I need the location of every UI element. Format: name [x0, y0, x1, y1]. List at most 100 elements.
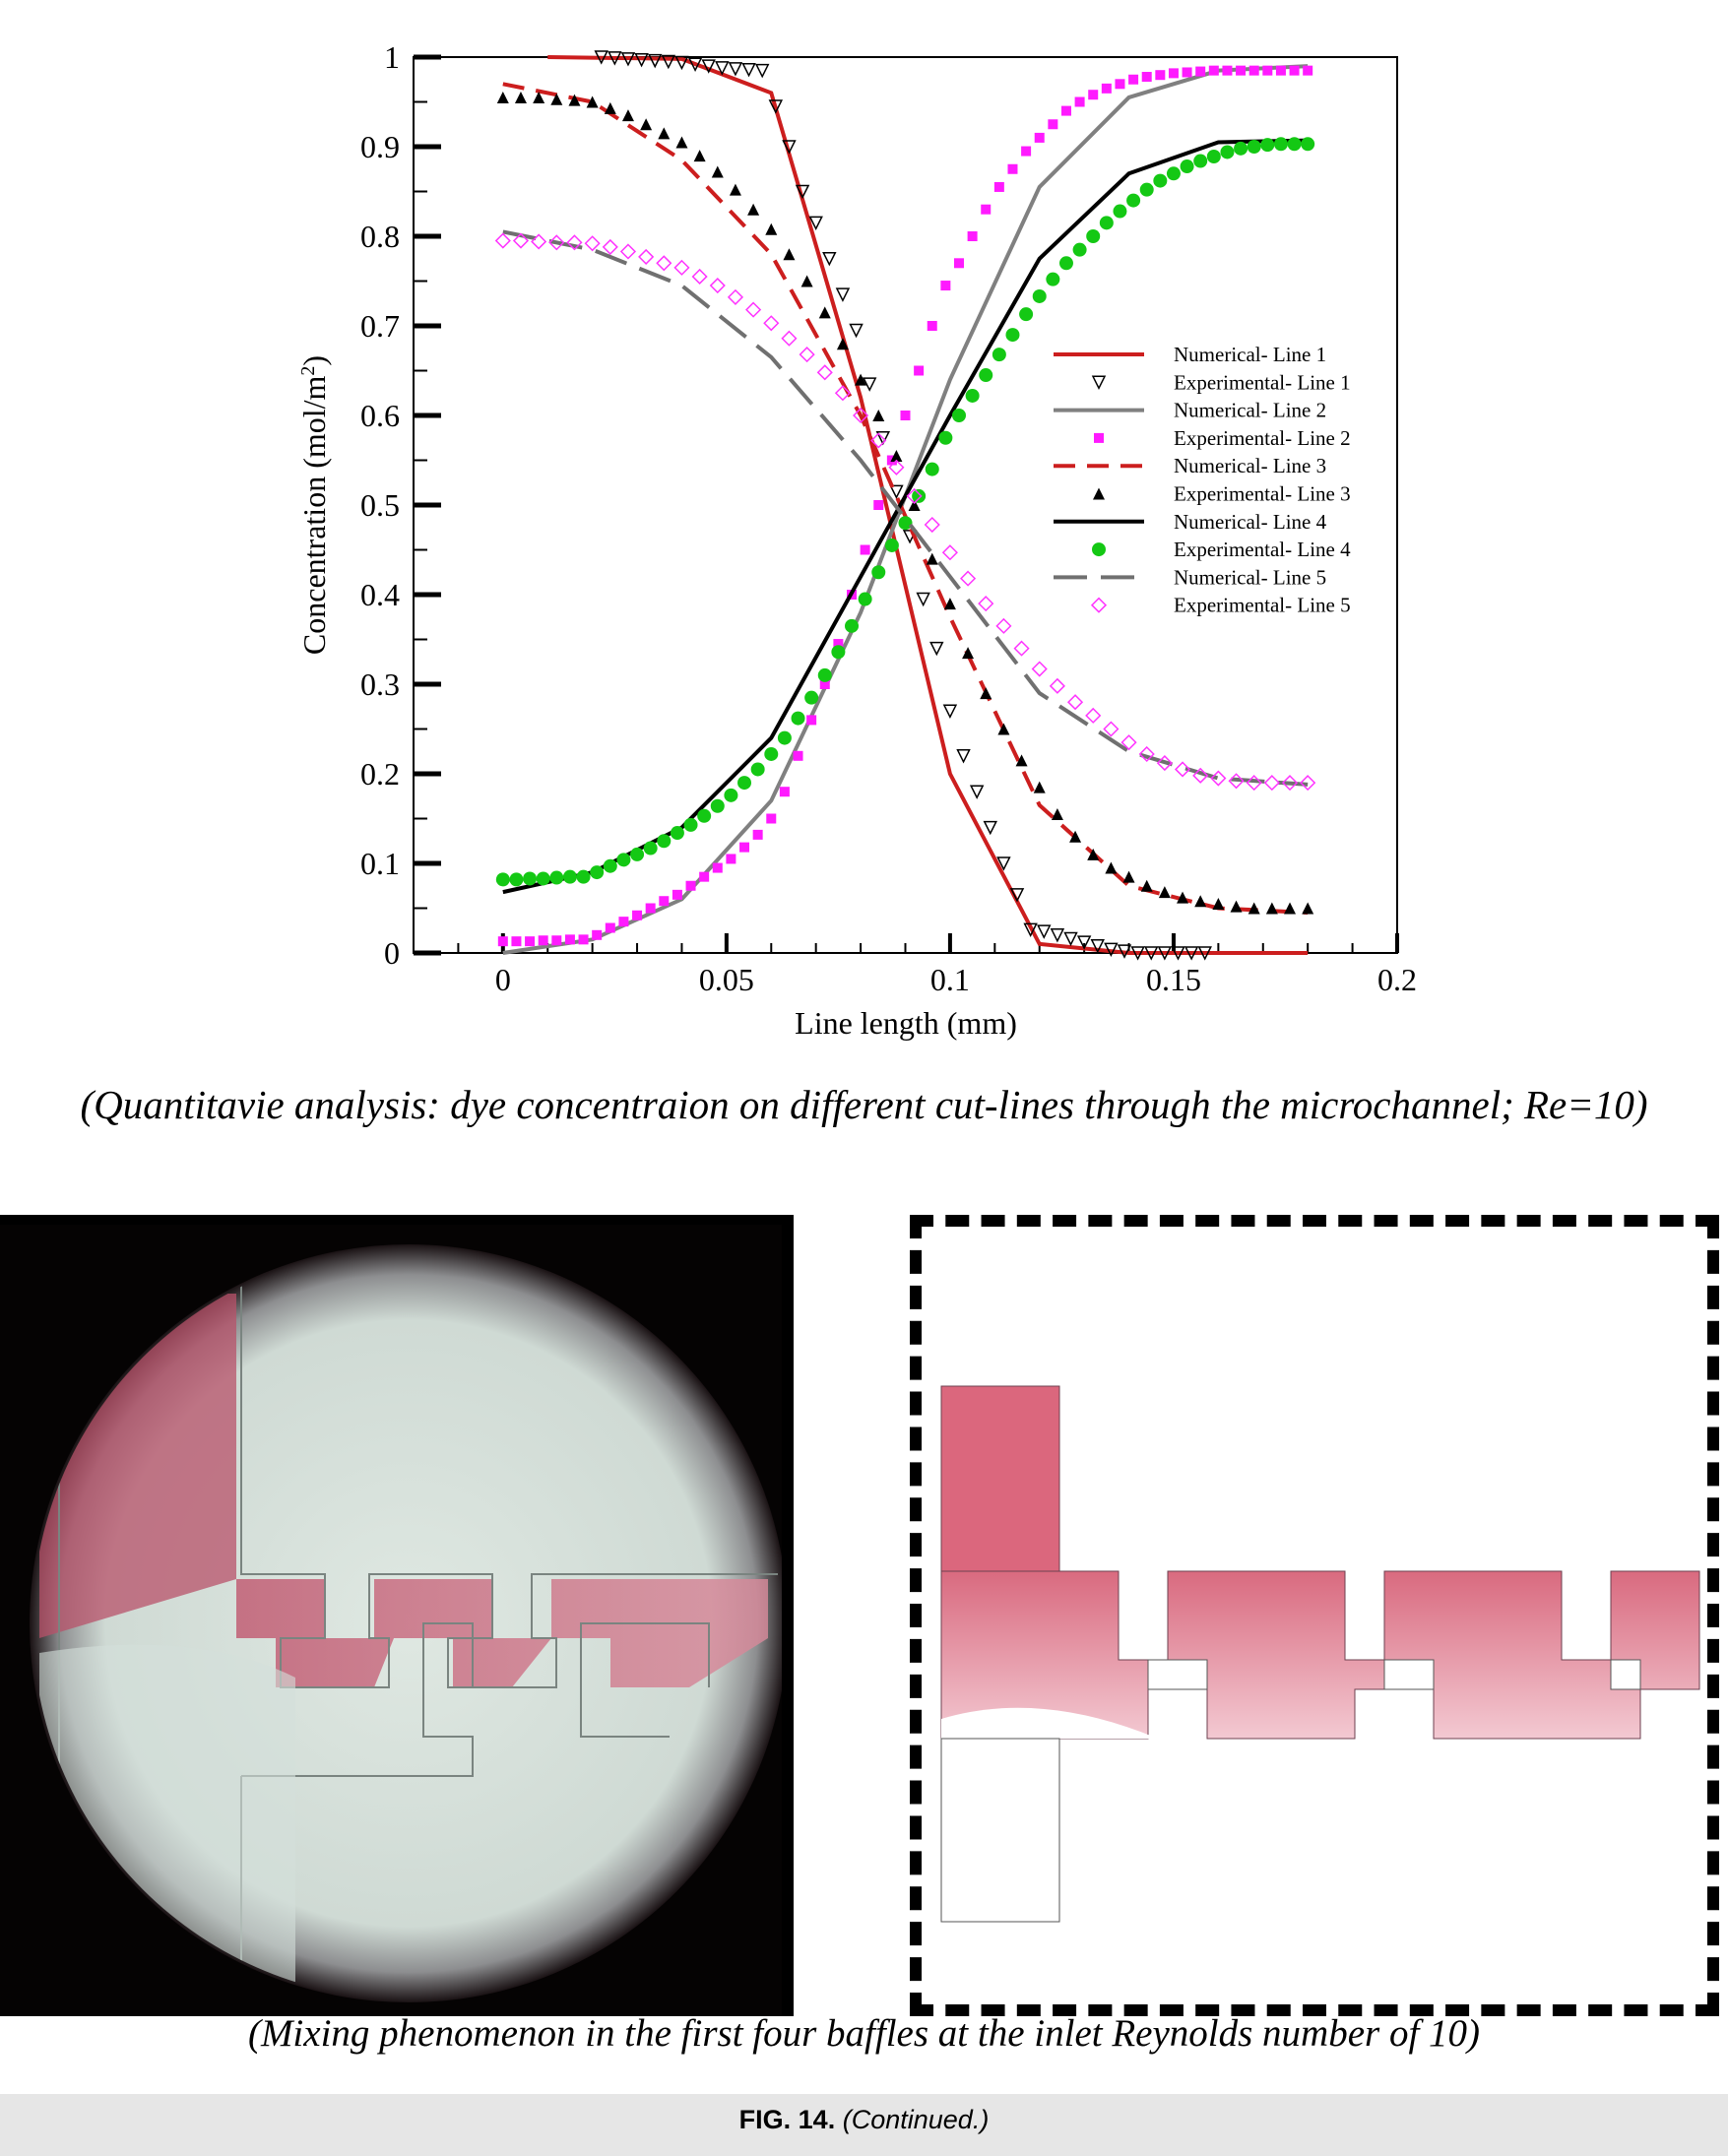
- legend-label: Experimental- Line 4: [1174, 538, 1351, 561]
- data-point: [996, 856, 1011, 871]
- data-point: [747, 203, 760, 216]
- data-point: [1302, 902, 1314, 915]
- legend-label: Numerical- Line 3: [1174, 454, 1326, 477]
- legend-label: Experimental- Line 2: [1174, 426, 1351, 450]
- data-point: [871, 565, 886, 580]
- data-point: [549, 870, 564, 885]
- data-point: [656, 255, 672, 272]
- data-point: [586, 95, 599, 108]
- data-point: [1193, 154, 1208, 168]
- data-point: [1139, 182, 1154, 197]
- data-point: [849, 323, 864, 339]
- data-point: [538, 935, 548, 946]
- y-tick-label: 0.9: [360, 129, 400, 164]
- y-tick-label: 0.5: [360, 487, 400, 523]
- data-point: [816, 364, 833, 381]
- data-point: [1180, 159, 1194, 174]
- data-point: [1050, 928, 1065, 943]
- data-point: [619, 243, 637, 260]
- data-point: [1281, 775, 1299, 792]
- data-point: [603, 858, 617, 873]
- data-point: [592, 929, 603, 940]
- legend-label: Numerical- Line 1: [1174, 343, 1326, 366]
- data-point: [514, 91, 527, 103]
- data-point: [1260, 138, 1275, 153]
- data-point: [739, 842, 750, 853]
- data-point: [1101, 83, 1112, 94]
- data-point: [806, 715, 817, 726]
- data-point: [924, 516, 940, 534]
- data-point: [969, 785, 985, 799]
- data-point: [568, 94, 581, 106]
- data-point: [1234, 141, 1248, 156]
- data-point: [604, 101, 616, 114]
- y-tick-label: 0.4: [360, 577, 400, 612]
- data-point: [1248, 902, 1260, 915]
- experimental-mixing-photo: [0, 1215, 794, 2016]
- data-point: [1063, 931, 1078, 947]
- data-point: [710, 798, 725, 813]
- data-point: [659, 896, 670, 907]
- data-point: [701, 59, 716, 74]
- data-point: [1230, 900, 1243, 913]
- data-point: [495, 872, 510, 887]
- data-point: [1126, 193, 1141, 208]
- data-point: [1263, 775, 1280, 792]
- data-point: [783, 248, 796, 261]
- data-point: [1184, 946, 1199, 961]
- data-point: [531, 233, 547, 250]
- data-point: [1090, 938, 1105, 954]
- data-point: [960, 570, 977, 587]
- legend-item: Numerical- Line 1: [1054, 343, 1326, 366]
- legend-item: Numerical- Line 3: [1054, 454, 1326, 477]
- data-point: [509, 872, 524, 887]
- data-point: [634, 52, 649, 68]
- data-point: [670, 826, 684, 841]
- data-point: [673, 259, 690, 276]
- data-point: [927, 321, 937, 331]
- data-point: [602, 238, 618, 255]
- data-point: [791, 711, 805, 726]
- data-point: [962, 647, 975, 660]
- data-point: [965, 388, 980, 403]
- x-tick-label: 0: [495, 962, 511, 997]
- data-point: [872, 410, 885, 421]
- data-point: [1013, 640, 1030, 657]
- x-tick-label: 0.2: [1377, 962, 1417, 997]
- data-point: [724, 788, 738, 802]
- data-point: [1009, 888, 1025, 903]
- data-point: [712, 862, 723, 873]
- legend-item: Experimental- Line 4: [1092, 538, 1351, 561]
- data-point: [781, 330, 798, 347]
- data-point: [888, 459, 905, 476]
- data-point: [1117, 944, 1132, 959]
- data-point: [1208, 65, 1219, 76]
- data-point: [1157, 946, 1173, 961]
- data-point: [1007, 163, 1018, 174]
- data-point: [737, 776, 752, 791]
- y-tick-label: 0.8: [360, 219, 400, 254]
- data-point: [940, 281, 951, 291]
- data-point: [1300, 775, 1316, 792]
- data-point: [1087, 848, 1100, 860]
- data-point: [943, 598, 956, 610]
- data-point: [873, 500, 884, 510]
- data-point: [858, 592, 872, 606]
- data-point: [1023, 922, 1038, 938]
- legend-item: Numerical- Line 5: [1054, 565, 1326, 589]
- data-point: [685, 880, 696, 891]
- data-point: [523, 871, 538, 886]
- data-point: [1210, 770, 1227, 787]
- data-point: [497, 936, 508, 947]
- simulation-contour: [940, 1385, 1700, 1923]
- data-point: [1138, 745, 1155, 763]
- data-point: [1247, 140, 1261, 154]
- y-tick-label: 0.7: [360, 308, 400, 344]
- data-point: [834, 385, 851, 402]
- data-point: [997, 723, 1010, 735]
- data-point: [657, 834, 672, 849]
- data-point: [1069, 830, 1082, 843]
- data-point: [1194, 895, 1207, 908]
- data-point: [782, 140, 797, 155]
- data-point: [993, 181, 1004, 192]
